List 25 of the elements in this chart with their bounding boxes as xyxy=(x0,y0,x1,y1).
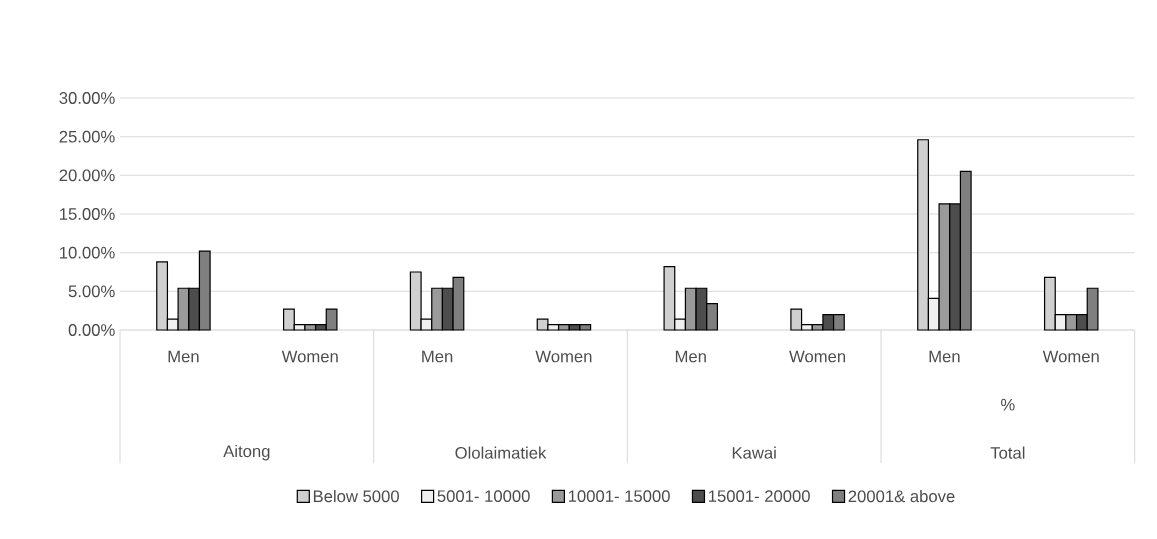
text: % xyxy=(1001,398,1015,411)
legend-label: 5001- 10000 xyxy=(437,490,530,503)
text: Kawai xyxy=(732,446,776,459)
y-tick-label: 30.00% xyxy=(59,92,115,104)
y-tick-label: 25.00% xyxy=(59,130,115,143)
x-tick-label: Women xyxy=(1042,350,1099,363)
y-tick-label: 10.00% xyxy=(60,246,115,259)
x-tick-label: Men xyxy=(675,350,706,363)
text: Total xyxy=(990,446,1025,459)
legend-label: 20001& above xyxy=(848,489,955,503)
x-tick-label: Women xyxy=(281,350,338,363)
legend-label: 10001- 15000 xyxy=(568,490,670,503)
x-tick-label: Women xyxy=(535,350,592,363)
y-tick-label: 20.00% xyxy=(59,169,115,182)
legend-label: 15001- 20000 xyxy=(709,490,810,503)
x-tick-label: Women xyxy=(789,350,846,363)
text: Aitong xyxy=(223,444,270,461)
y-tick-label: 5.00% xyxy=(68,285,115,298)
y-tick-label: 15.00% xyxy=(60,208,115,220)
y-tick-label: 0.00% xyxy=(68,324,115,336)
text: Ololaimatiek xyxy=(455,446,547,459)
legend-label: Below 5000 xyxy=(313,489,399,503)
x-tick-label: Men xyxy=(929,350,960,363)
x-tick-label: Men xyxy=(168,350,199,363)
x-tick-label: Men xyxy=(422,350,453,363)
